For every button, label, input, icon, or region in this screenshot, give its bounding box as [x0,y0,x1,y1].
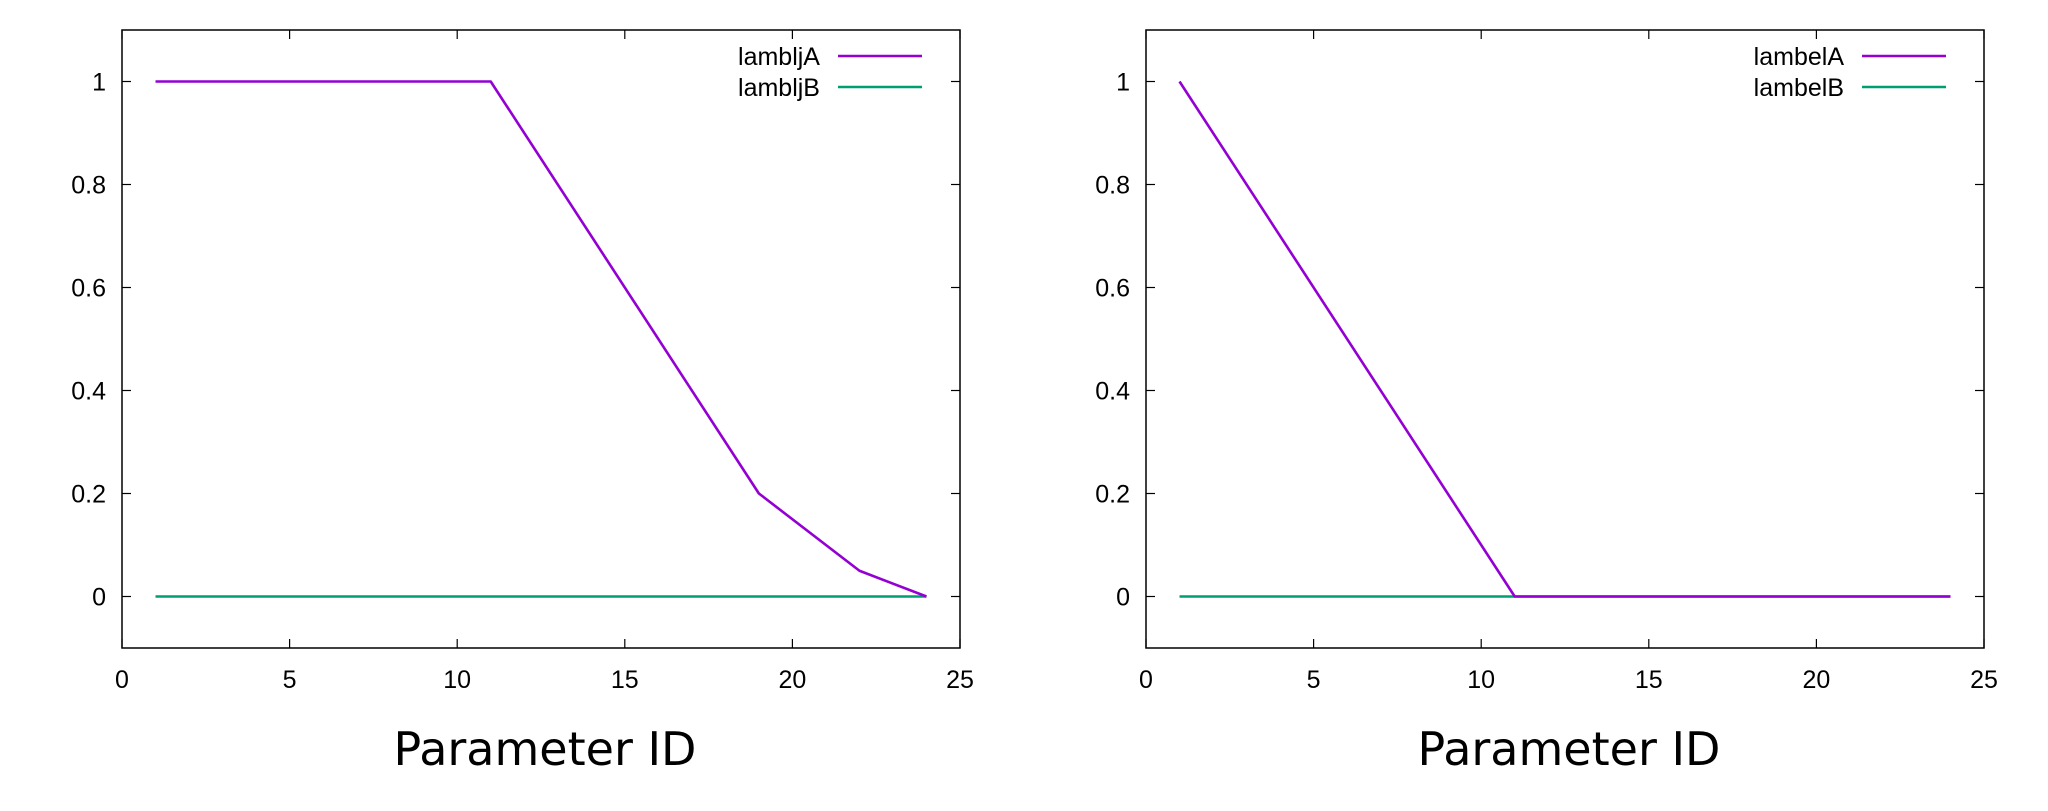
left-y-tick-label: 0 [92,584,106,612]
left-x-tick-label: 10 [443,666,471,694]
right-y-tick-label: 1 [1116,69,1130,97]
right-x-tick-label: 20 [1802,666,1830,694]
left-y-tick-label: 1 [92,69,106,97]
right-x-axis-title: Parameter ID [1418,722,1721,776]
chart-left: 0 5 10 15 20 25 0 0.2 0.4 0.6 0.8 1 lambljA lambljB Pa… [71,29,974,776]
right-series-line-lambelA [1178,80,1951,598]
left-x-axis-title: Parameter ID [394,722,697,776]
left-legend-label-lambljA: lambljA [738,43,820,71]
left-x-tick-label: 25 [946,666,974,694]
left-y-tick-label: 0.8 [71,172,106,200]
left-series-line-lambljA [155,80,927,598]
right-y-tick-label: 0.6 [1095,275,1130,303]
right-legend-label-lambelB: lambelB [1754,74,1844,102]
right-x-tick-label: 25 [1970,666,1998,694]
right-x-tick-label: 0 [1139,666,1153,694]
left-y-tick-label: 0.2 [71,481,106,509]
chart-right: 0 5 10 15 20 25 0 0.2 0.4 0.6 0.8 1 lambelA lambelB Pa… [1024,0,2048,811]
chart-right-svg: 0 5 10 15 20 25 0 0.2 0.4 0.6 0.8 1 lambelA lambelB Pa… [1095,29,1998,776]
left-x-tick-label: 15 [611,666,639,694]
left-x-tick-label: 0 [115,666,129,694]
left-plot-frame [121,29,961,649]
left-y-tick-label: 0.4 [71,378,106,406]
right-y-tick-label: 0 [1116,584,1130,612]
right-plot-frame [1145,29,1985,649]
right-x-tick-label: 10 [1467,666,1495,694]
right-legend-label-lambelA: lambelA [1754,43,1845,71]
chart-left-svg: 0 5 10 15 20 25 0 0.2 0.4 0.6 0.8 1 lambljA lambljB Pa… [71,29,974,776]
right-x-tick-label: 15 [1635,666,1663,694]
left-legend-label-lambljB: lambljB [738,74,820,102]
left-x-tick-label: 20 [778,666,806,694]
right-x-tick-label: 5 [1307,666,1321,694]
right-y-tick-label: 0.2 [1095,481,1130,509]
left-y-tick-label: 0.6 [71,275,106,303]
right-y-tick-label: 0.4 [1095,378,1130,406]
right-y-tick-label: 0.8 [1095,172,1130,200]
left-x-tick-label: 5 [283,666,297,694]
